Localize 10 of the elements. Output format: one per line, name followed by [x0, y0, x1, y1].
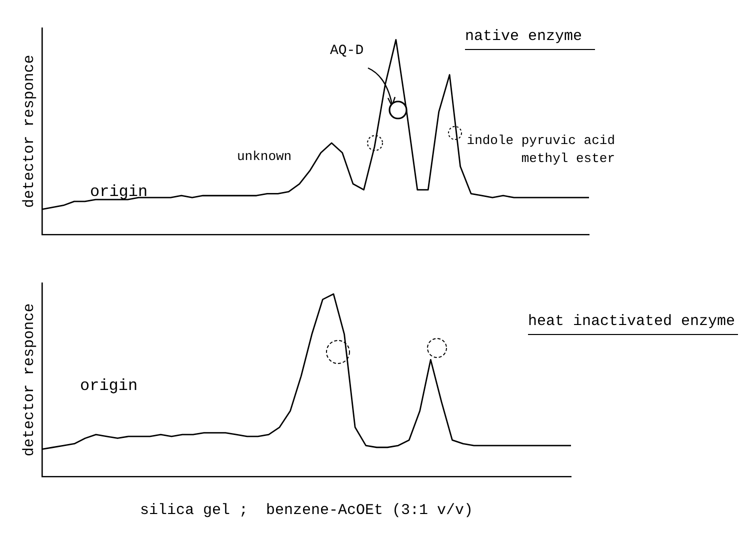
chart-title: native enzyme [465, 28, 595, 50]
y-axis-title: detector responce [20, 54, 38, 208]
y-axis-title: detector responce [20, 303, 38, 456]
text: heat inactivated enzyme [528, 313, 738, 335]
annotation: unknown [237, 148, 292, 166]
annotation: indole pyruvic acid methyl ester [466, 132, 615, 168]
x-axis-title: silica gel ; benzene-AcOEt (3:1 v/v) [140, 502, 474, 519]
annotation: origin [80, 376, 138, 397]
annotation: origin [90, 182, 148, 203]
annotation: AQ-D [330, 42, 364, 61]
